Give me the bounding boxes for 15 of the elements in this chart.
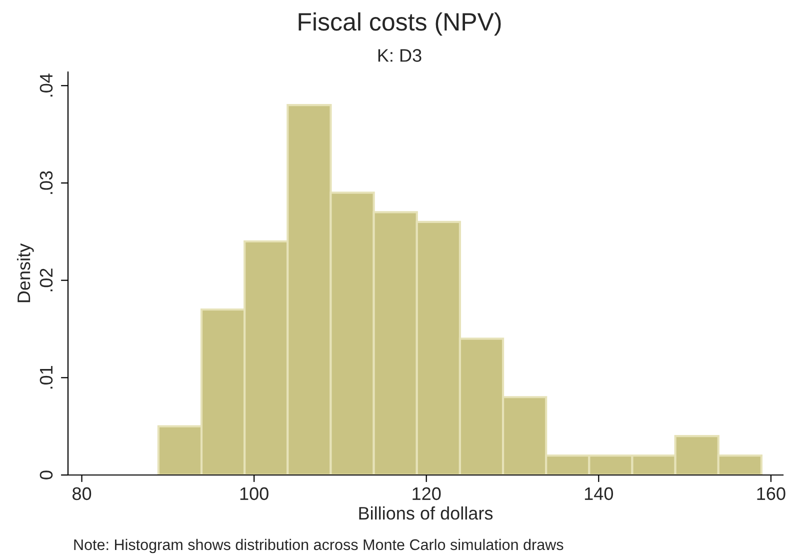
x-tick-label: 120 (412, 487, 441, 500)
y-tick-label: .01 (40, 366, 53, 389)
chart-subtitle: K: D3 (378, 49, 422, 62)
y-tick-label: 0 (40, 470, 53, 480)
text: Note: Histogram shows distribution across Monte Carlo simulation draws (74, 538, 564, 554)
x-tick-label: 140 (584, 487, 614, 500)
x-axis-title: Billions of dollars (359, 506, 493, 520)
x-tick-label: 80 (72, 487, 92, 500)
y-axis-title: Density (16, 243, 34, 302)
y-tick-label: .02 (40, 268, 53, 292)
y-tick-label: .04 (40, 74, 53, 97)
x-tick-label: 100 (240, 487, 268, 500)
chart-title: Fiscal costs (NPV) (298, 12, 501, 36)
x-tick-label: 160 (757, 487, 786, 500)
y-tick-label: .03 (40, 171, 53, 194)
